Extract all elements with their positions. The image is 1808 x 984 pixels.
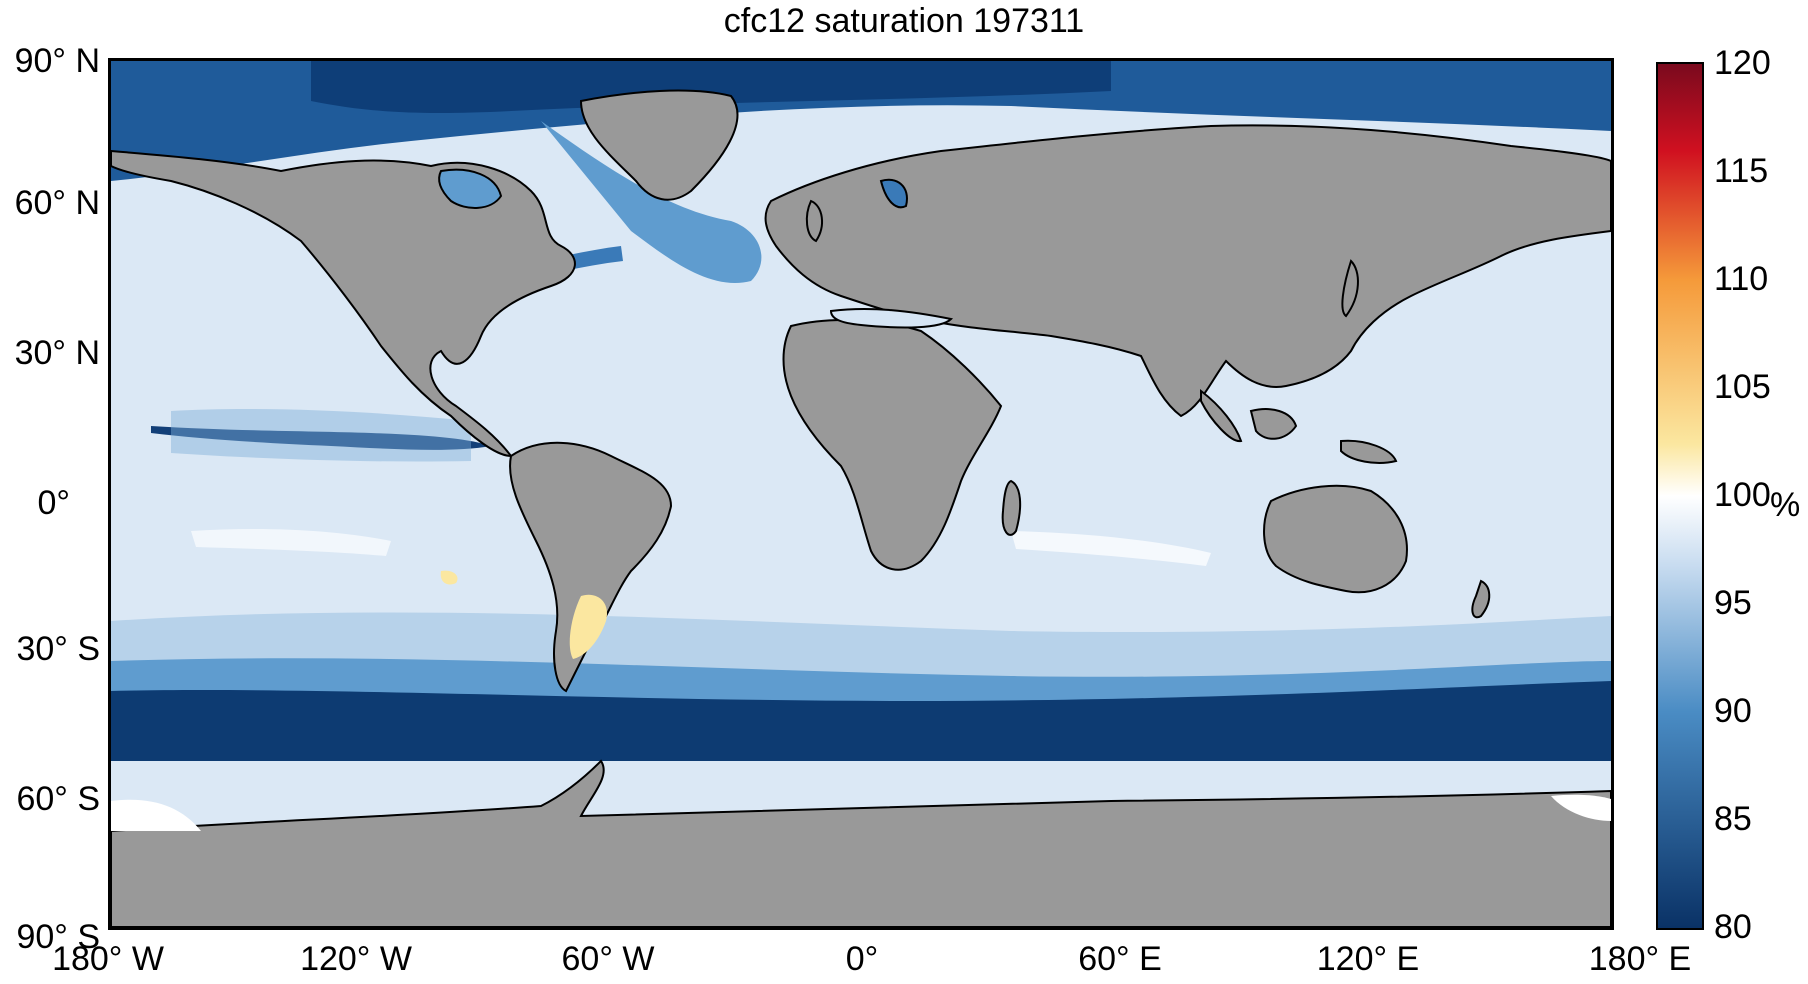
colorbar-tick-95: 95 [1714,584,1752,622]
lat-label-60s: 60° S [16,780,100,818]
colorbar-tick-105: 105 [1714,368,1771,406]
lon-label-0: 0° [845,940,879,978]
lon-label-60e: 60° E [1078,940,1162,978]
south-pacific-white [191,529,391,556]
hudson-bay [438,168,503,209]
arctic-ocean-deep [311,61,1111,113]
japan [1341,259,1359,318]
lat-label-30s: 30° S [16,630,100,668]
colorbar-tick-115: 115 [1714,152,1769,190]
colorbar-tick-110: 110 [1714,260,1769,298]
british-isles [805,199,823,243]
new-zealand [1471,579,1491,619]
map-canvas [111,61,1611,927]
north-atlantic-blue [541,121,762,283]
antarctica [111,759,1611,927]
baltic-sea [879,178,908,209]
colorbar-unit: % [1770,486,1801,524]
ice-edge-east [1551,794,1611,821]
madagascar [1001,479,1022,536]
south-pacific-anomaly [440,570,458,585]
lat-label-90s: 90° S [16,918,100,956]
land-masses [111,89,1611,927]
patagonian-shelf-anomaly [569,594,607,659]
africa [782,318,1003,571]
colorbar-tick-100: 100 [1714,476,1771,514]
equatorial-pacific-band [151,426,491,450]
lon-label-180w: 180° W [52,940,164,978]
lat-label-0: 0° [37,484,70,522]
mediterranean-sea [829,308,954,329]
lat-label-30n: 30° N [14,334,100,372]
southern-ocean-band [111,681,1611,761]
australia [1263,484,1408,594]
greenland [579,89,739,201]
north-america [111,149,576,458]
equatorial-pacific-halo [171,409,471,462]
world-map [108,58,1614,930]
new-guinea [1340,439,1398,464]
lat-label-60n: 60° N [14,184,100,222]
indonesia-sumatra [1200,388,1243,443]
lon-label-120w: 120° W [300,940,412,978]
colorbar-tick-90: 90 [1714,692,1752,730]
map-title: cfc12 saturation 197311 [723,2,1085,40]
south-indian-white [1011,531,1211,566]
colorbar-tick-80: 80 [1714,908,1752,946]
colorbar-tick-120: 120 [1714,44,1771,82]
ice-edge-west [111,799,201,831]
lon-label-60w: 60° W [561,940,655,978]
lon-label-180e: 180° E [1588,940,1692,978]
lon-label-120e: 120° E [1316,940,1420,978]
indonesia-borneo [1249,408,1298,440]
colorbar [1656,62,1704,930]
colorbar-tick-85: 85 [1714,800,1752,838]
lat-label-90n: 90° N [14,42,100,80]
